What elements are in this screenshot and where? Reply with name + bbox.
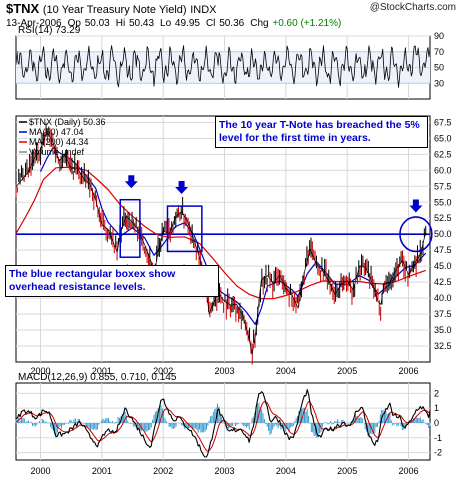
low-value: 49.95 (174, 18, 200, 29)
open-label: Op (67, 18, 81, 29)
price-tick-label: 65.0 (434, 133, 452, 143)
price-panel-frame (15, 115, 431, 363)
chart-title: $TNX (10 Year Treasury Note Yield) INDX (6, 1, 216, 16)
price-tick-label: 42.5 (434, 277, 452, 287)
price-tick-label: 62.5 (434, 149, 452, 159)
close-label: Cl (205, 18, 216, 29)
price-year-label: 2003 (215, 366, 235, 376)
quote-line: 13-Apr-2006 Op 50.03 Hi 50.43 Lo 49.95 Cl 50… (6, 18, 341, 29)
high-value: 50.43 (128, 18, 155, 29)
low-label: Lo (160, 18, 172, 29)
resistance-box (119, 198, 141, 258)
macd-year-label: 2005 (337, 466, 357, 476)
price-tick-label: 47.5 (434, 245, 452, 255)
ma50-line (39, 147, 427, 325)
price-year-label: 2002 (153, 366, 173, 376)
price-year-label: 2001 (92, 366, 112, 376)
price-legend-label: MA(50) 47.04 (29, 127, 84, 137)
high-label: Hi (115, 18, 126, 29)
price-tick-label: 45.0 (434, 261, 452, 271)
macd-year-label: 2006 (399, 466, 419, 476)
macd-year-label: 2000 (31, 466, 51, 476)
price-bars (15, 123, 427, 365)
change-value: +0.60 (+1.21%) (272, 18, 342, 29)
price-tick-label: 55.0 (434, 197, 452, 207)
rsi-tick-label: 30 (434, 78, 444, 88)
macd-tick-label: -2 (434, 448, 442, 458)
rsi-legend: RSI(14) 73.29 (18, 25, 81, 36)
macd-tick-label: -1 (434, 433, 442, 443)
symbol: $TNX (6, 1, 40, 16)
resistance-box (166, 205, 203, 253)
exchange: INDX (190, 4, 217, 16)
rsi-tick-label: 50 (434, 63, 444, 73)
down-arrow-icon (124, 175, 138, 189)
macd-year-label: 2003 (215, 466, 235, 476)
price-legend-label: Volume undef (29, 147, 85, 157)
rsi-tick-label: 70 (434, 47, 444, 57)
price-tick-label: 40.0 (434, 293, 452, 303)
down-arrow-icon (409, 199, 423, 213)
breach-annotation: The 10 year T-Note has breached the 5% l… (215, 116, 428, 148)
macd-year-label: 2004 (276, 466, 296, 476)
open-value: 50.03 (84, 18, 110, 29)
price-tick-label: 35.0 (434, 325, 452, 335)
price-tick-label: 60.0 (434, 165, 452, 175)
macd-year-label: 2002 (153, 466, 173, 476)
macd-signal-line (15, 401, 430, 452)
rsi-line (15, 45, 431, 88)
price-year-label: 2004 (276, 366, 296, 376)
price-year-label: 2006 (399, 366, 419, 376)
price-tick-label: 57.5 (434, 181, 452, 191)
down-arrow-icon (175, 180, 189, 194)
close-value: 50.36 (219, 18, 245, 29)
macd-tick-label: 1 (434, 403, 439, 413)
macd-tick-label: 0 (434, 418, 439, 428)
macd-year-label: 2001 (92, 466, 112, 476)
quote-date: 13-Apr-2006 (6, 18, 62, 29)
price-year-label: 2005 (337, 366, 357, 376)
macd-line (15, 389, 431, 458)
price-year-label: 2000 (31, 366, 51, 376)
breach-ellipse (399, 216, 433, 253)
price-legend-label: $TNX (Daily) 50.36 (29, 117, 106, 127)
brand-label: @StockCharts.com (369, 2, 456, 13)
price-tick-label: 37.5 (434, 309, 452, 319)
price-tick-label: 50.0 (434, 229, 452, 239)
price-legend-label: MA(200) 44.34 (29, 137, 89, 147)
rsi-tick-label: 90 (434, 31, 444, 41)
change-label: Chg (250, 18, 269, 29)
price-tick-label: 32.5 (434, 341, 452, 351)
resistance-annotation: The blue rectangular boxex show overhead… (5, 265, 219, 297)
security-name: (10 Year Treasury Note Yield) (42, 4, 187, 16)
macd-histogram (15, 402, 431, 438)
price-tick-label: 52.5 (434, 213, 452, 223)
macd-tick-label: 2 (434, 388, 439, 398)
price-tick-label: 67.5 (434, 117, 452, 127)
macd-legend: MACD(12,26,9) 0.855, 0.710, 0.145 (18, 372, 177, 383)
